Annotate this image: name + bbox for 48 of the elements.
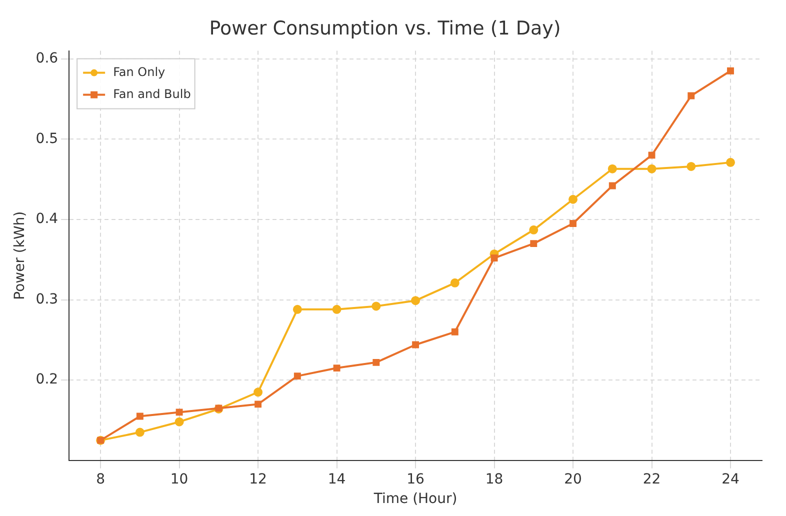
point	[647, 164, 656, 174]
point	[688, 92, 695, 100]
y-tick-label: 0.6	[36, 50, 58, 66]
point	[529, 225, 538, 234]
point	[570, 220, 576, 227]
point	[608, 164, 617, 174]
point	[333, 364, 340, 372]
point	[412, 341, 420, 348]
y-tick-label: 0.3	[36, 291, 58, 308]
point	[648, 152, 656, 159]
point	[176, 408, 183, 416]
point	[490, 254, 498, 262]
legend-label: Fan and Bulb	[113, 86, 191, 101]
y-tick-label: 0.2	[36, 372, 58, 388]
x-tick-label: 10	[170, 471, 188, 488]
x-tick-label: 14	[328, 471, 346, 488]
point	[568, 194, 578, 204]
chart-title: Power Consumption vs. Time (1 Day)	[209, 17, 561, 40]
point	[254, 400, 262, 408]
point	[450, 278, 460, 288]
x-tick-label: 12	[249, 471, 267, 488]
point	[136, 412, 144, 420]
point	[292, 304, 302, 314]
x-tick-label: 8	[96, 471, 106, 488]
point	[451, 328, 458, 336]
point	[135, 428, 144, 437]
y-tick-label: 0.5	[36, 130, 58, 147]
point	[686, 162, 696, 171]
y-axis-title: Power (kWh)	[12, 211, 28, 300]
x-tick-label: 22	[642, 471, 661, 488]
point	[332, 304, 342, 314]
point	[608, 182, 616, 190]
point	[530, 240, 538, 248]
y-tick-label: 0.4	[36, 211, 58, 228]
point	[372, 302, 381, 311]
x-tick-label: 24	[722, 471, 740, 488]
x-tick-label: 16	[406, 471, 425, 488]
point	[727, 67, 734, 74]
legend-label: Fan Only	[113, 64, 166, 79]
point	[726, 158, 736, 167]
point	[174, 417, 184, 426]
x-tick-label: 18	[485, 471, 504, 488]
point	[372, 358, 380, 366]
x-tick-label: 20	[564, 471, 582, 488]
x-axis-title: Time (Hour)	[372, 491, 458, 508]
point	[411, 296, 420, 306]
point	[254, 388, 263, 397]
point	[294, 372, 301, 380]
